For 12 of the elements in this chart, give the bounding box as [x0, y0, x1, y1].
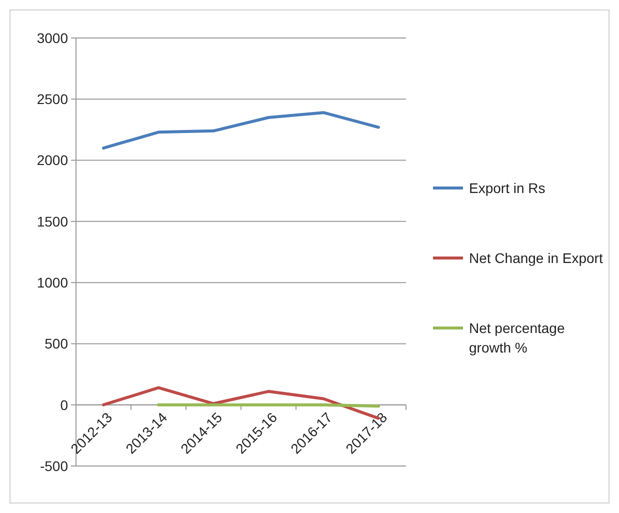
y-tick-label: 1000 [36, 274, 68, 290]
y-tick-label: 2500 [36, 91, 68, 108]
legend-label: Net percentage growth % [469, 320, 565, 356]
y-tick-label: 1500 [36, 213, 68, 230]
legend-label: Export in Rs [469, 180, 546, 196]
y-tick-label: 3000 [36, 30, 68, 46]
y-tick-label: 2000 [36, 152, 68, 168]
legend-label: Net Change in Export [469, 250, 603, 266]
y-tick-label: 500 [44, 336, 68, 352]
line-series [102, 111, 380, 150]
y-tick-label: 0 [60, 396, 68, 413]
y-tick-label: -500 [40, 458, 68, 474]
